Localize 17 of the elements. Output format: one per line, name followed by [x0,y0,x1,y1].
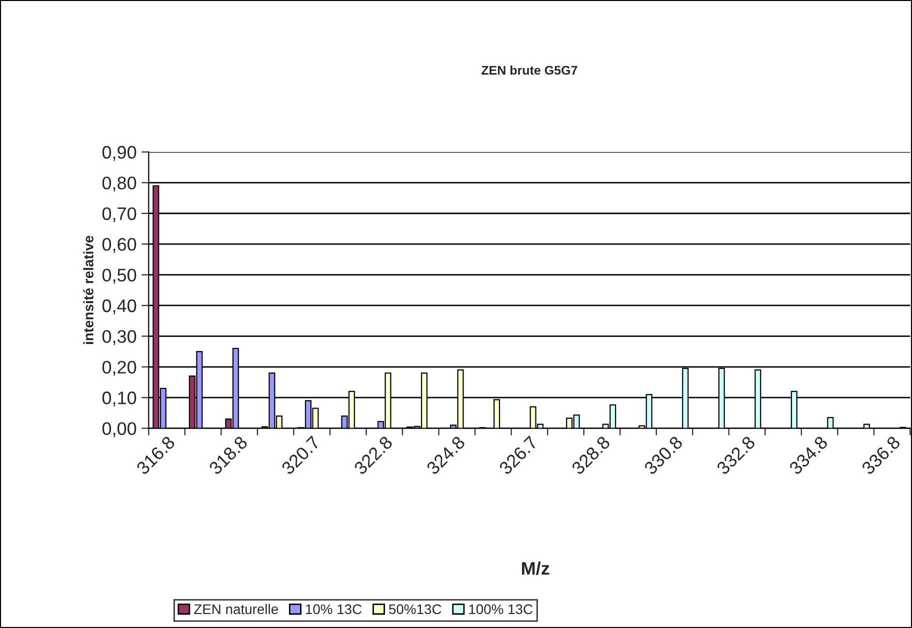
legend-label: 10% 13C [306,604,362,614]
y-tick-label: 0,30 [102,330,136,346]
y-tick-label: 0,90 [102,146,136,161]
y-axis-title: intensité relative [83,236,94,344]
legend-label: 50%13C [389,604,442,614]
y-tick-label: 0,50 [102,268,136,284]
y-tick-label: 0,10 [102,392,136,406]
legend-label: 100% 13C [469,604,532,614]
chart-title: ZEN brute G5G7 [482,66,578,75]
legend-label: ZEN naturelle [194,604,278,614]
y-tick-label: 0,60 [102,238,136,253]
y-tick-label: 0,20 [102,360,136,376]
y-tick-label: 0,00 [102,422,136,438]
y-tick-label: 0,70 [102,207,136,222]
y-tick-label: 0,80 [102,176,136,192]
x-axis-title: M/z [522,562,550,575]
y-tick-label: 0,40 [102,299,136,314]
